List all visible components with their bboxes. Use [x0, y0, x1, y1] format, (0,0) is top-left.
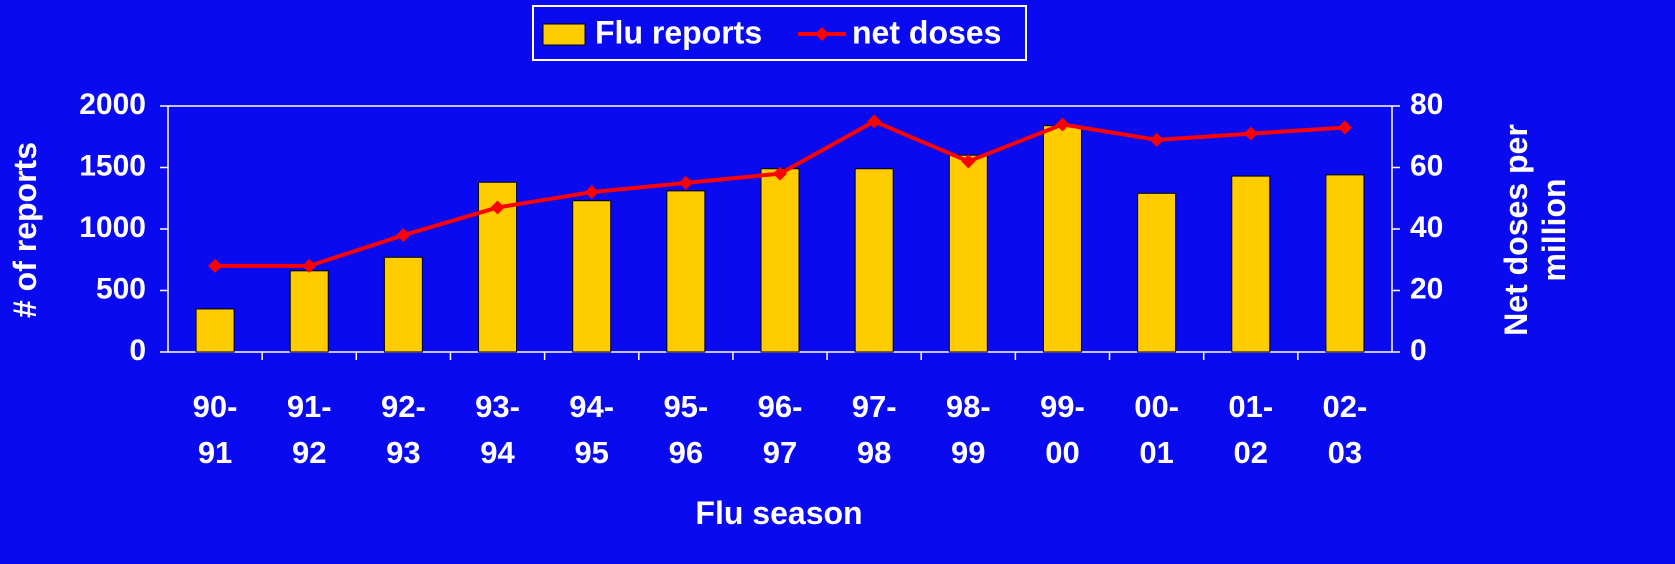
- x-axis-title: Flu season: [695, 495, 863, 531]
- bar: [760, 168, 800, 353]
- bar: [572, 200, 612, 353]
- line-marker: [961, 154, 976, 169]
- x-tick-label: 91-92: [286, 389, 332, 470]
- line-marker: [302, 258, 317, 273]
- x-tick-label: 98-99: [945, 389, 991, 470]
- y-tick-label: 1000: [79, 211, 146, 244]
- x-tick-label: 02-03: [1322, 389, 1368, 470]
- y2-tick-label: 0: [1410, 334, 1427, 367]
- y2-tick-label: 80: [1410, 88, 1443, 121]
- bar: [854, 168, 894, 353]
- x-tick-label: 96-97: [757, 389, 803, 470]
- line-marker: [1243, 126, 1258, 141]
- x-tick-label: 90-91: [192, 389, 238, 470]
- line-marker: [1055, 117, 1070, 132]
- line-marker: [490, 200, 505, 215]
- line-marker: [584, 185, 599, 200]
- y-tick-label: 1500: [79, 149, 146, 182]
- bar: [666, 190, 706, 353]
- x-tick-label: 94-95: [569, 389, 615, 470]
- line-marker: [1337, 120, 1352, 135]
- bar: [1231, 175, 1271, 353]
- legend-swatch: [815, 27, 829, 41]
- x-tick-label: 99-00: [1040, 389, 1085, 470]
- x-tick-label: 95-96: [663, 389, 709, 470]
- x-tick-label: 97-98: [851, 389, 897, 470]
- bar: [1042, 125, 1082, 353]
- y-tick-label: 2000: [79, 88, 146, 121]
- line-marker: [867, 114, 882, 129]
- x-tick-label: 00-01: [1134, 389, 1180, 470]
- x-tick-label: 93-94: [475, 389, 520, 470]
- bar: [1325, 174, 1365, 353]
- bar: [195, 308, 235, 353]
- bar: [383, 256, 423, 353]
- y-tick-label: 0: [129, 334, 146, 367]
- y2-tick-label: 20: [1410, 272, 1443, 305]
- y2-tick-label: 40: [1410, 211, 1443, 244]
- x-tick-label: 92-93: [380, 389, 426, 470]
- y-tick-label: 500: [96, 272, 146, 305]
- y2-tick-label: 60: [1410, 149, 1443, 182]
- line-marker: [678, 175, 693, 190]
- bar: [948, 154, 988, 353]
- bar: [1137, 192, 1177, 353]
- line-marker: [208, 258, 223, 273]
- legend-swatch: [542, 23, 586, 46]
- y2-axis-title: Net doses per million: [1498, 124, 1572, 336]
- legend-box: [532, 5, 1027, 61]
- legend-label: Flu reports: [595, 14, 762, 50]
- line-marker: [1149, 132, 1164, 147]
- x-tick-label: 01-02: [1228, 389, 1274, 470]
- legend-label: net doses: [852, 14, 1001, 50]
- y-axis-title: # of reports: [7, 141, 43, 319]
- bar: [289, 270, 329, 353]
- line-marker: [773, 166, 787, 181]
- line-marker: [396, 228, 411, 243]
